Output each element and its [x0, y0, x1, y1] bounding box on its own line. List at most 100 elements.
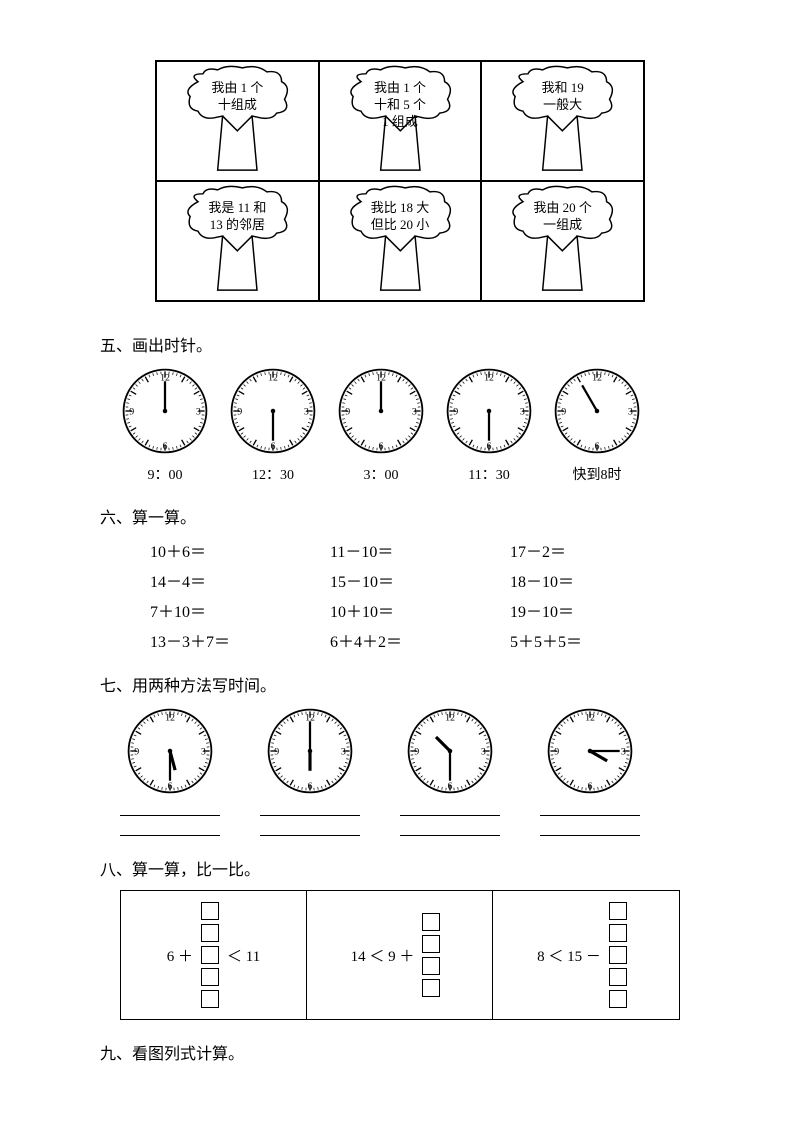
answer-line[interactable]: [260, 802, 360, 816]
svg-text:6: 6: [595, 441, 600, 452]
svg-text:3: 3: [304, 407, 309, 418]
clock-column: 12 3 6 9 3：00: [336, 366, 426, 484]
tree-label: 我由 1 个 十和 5 个 1 组成: [374, 80, 426, 131]
answer-box[interactable]: [422, 957, 440, 975]
answer-line[interactable]: [120, 822, 220, 836]
section-eight-title: 八、算一算，比一比。: [100, 856, 700, 880]
box-stack: [609, 902, 627, 1008]
clock-icon: 12 3 6 9: [444, 366, 534, 456]
clock-column: 12 3 6 9 9：00: [120, 366, 210, 484]
svg-text:9: 9: [129, 407, 134, 418]
answer-line[interactable]: [400, 822, 500, 836]
answer-box[interactable]: [201, 990, 219, 1008]
calc-expr: 19－10＝: [510, 598, 690, 622]
answer-box[interactable]: [201, 902, 219, 920]
compare-box: 6 ＋＜ 11 14 ＜ 9 ＋ 8 ＜ 15 －: [120, 890, 680, 1020]
svg-text:9: 9: [274, 747, 279, 758]
tree-cell: 我和 19 一般大: [481, 61, 644, 181]
answer-box[interactable]: [609, 968, 627, 986]
compare-cell: 8 ＜ 15 －: [493, 891, 679, 1019]
svg-text:3: 3: [520, 407, 525, 418]
tree-label: 我由 1 个 十组成: [211, 80, 263, 114]
svg-text:3: 3: [628, 407, 633, 418]
svg-text:6: 6: [448, 781, 453, 792]
svg-text:3: 3: [201, 747, 206, 758]
svg-text:3: 3: [341, 747, 346, 758]
expr-text: 6 ＋: [167, 945, 193, 966]
clock-label: 12：30: [252, 464, 294, 484]
tree-cell: 我由 20 个 一组成: [481, 181, 644, 301]
answer-line[interactable]: [120, 802, 220, 816]
compare-cell: 6 ＋＜ 11: [121, 891, 307, 1019]
svg-text:9: 9: [554, 747, 559, 758]
calc-expr: 5＋5＋5＝: [510, 628, 690, 652]
svg-text:6: 6: [588, 781, 593, 792]
svg-text:9: 9: [561, 407, 566, 418]
svg-text:3: 3: [481, 747, 486, 758]
svg-text:6: 6: [487, 441, 492, 452]
calc-grid: 10＋6＝11－10＝17－2＝14－4＝15－10＝18－10＝7＋10＝10…: [150, 538, 700, 652]
svg-text:9: 9: [345, 407, 350, 418]
answer-line[interactable]: [260, 822, 360, 836]
clock-label: 3：00: [364, 464, 399, 484]
section-five-title: 五、画出时针。: [100, 332, 700, 356]
calc-expr: 14－4＝: [150, 568, 330, 592]
clock-icon: 12 3 6 9: [405, 706, 495, 796]
answer-box[interactable]: [609, 902, 627, 920]
answer-line[interactable]: [540, 802, 640, 816]
clock-column: 12 3 6 9: [120, 706, 220, 836]
box-stack: [201, 902, 219, 1008]
clock-column: 12 3 6 9: [540, 706, 640, 836]
clock-row-5: 12 3 6 9 9：00 12 3 6 9 12：30 12 3 6 9 3：…: [120, 366, 700, 484]
answer-box[interactable]: [422, 979, 440, 997]
clock-column: 12 3 6 9: [260, 706, 360, 836]
clock-icon: 12 3 6 9: [545, 706, 635, 796]
clock-icon: 12 3 6 9: [265, 706, 355, 796]
svg-text:12: 12: [592, 372, 602, 383]
expr-text: 14 ＜ 9 ＋: [351, 945, 415, 966]
answer-box[interactable]: [201, 968, 219, 986]
calc-expr: 6＋4＋2＝: [330, 628, 510, 652]
clock-icon: 12 3 6 9: [228, 366, 318, 456]
svg-text:9: 9: [453, 407, 458, 418]
clock-label: 9：00: [148, 464, 183, 484]
clock-icon: 12 3 6 9: [125, 706, 215, 796]
answer-box[interactable]: [422, 935, 440, 953]
tree-label: 我由 20 个 一组成: [533, 200, 592, 234]
answer-box[interactable]: [609, 946, 627, 964]
answer-box[interactable]: [201, 924, 219, 942]
answer-line[interactable]: [400, 802, 500, 816]
svg-text:6: 6: [271, 441, 276, 452]
clock-icon: 12 3 6 9: [336, 366, 426, 456]
clock-column: 12 3 6 9: [400, 706, 500, 836]
calc-expr: 18－10＝: [510, 568, 690, 592]
answer-line[interactable]: [540, 822, 640, 836]
box-stack: [422, 913, 440, 997]
section-six-title: 六、算一算。: [100, 504, 700, 528]
tree-label: 我和 19 一般大: [542, 80, 584, 114]
svg-text:3: 3: [196, 407, 201, 418]
clock-column: 12 3 6 9 快到8时: [552, 366, 642, 484]
svg-text:12: 12: [585, 712, 595, 723]
svg-text:12: 12: [268, 372, 278, 383]
answer-box[interactable]: [422, 913, 440, 931]
tree-cell: 我由 1 个 十组成: [156, 61, 319, 181]
compare-cell: 14 ＜ 9 ＋: [307, 891, 493, 1019]
svg-text:12: 12: [484, 372, 494, 383]
tree-label: 我比 18 大 但比 20 小: [371, 200, 430, 234]
calc-expr: 10＋6＝: [150, 538, 330, 562]
answer-box[interactable]: [609, 924, 627, 942]
svg-text:9: 9: [414, 747, 419, 758]
calc-expr: 15－10＝: [330, 568, 510, 592]
calc-expr: 17－2＝: [510, 538, 690, 562]
svg-text:6: 6: [168, 781, 173, 792]
tree-cell: 我由 1 个 十和 5 个 1 组成: [319, 61, 482, 181]
answer-box[interactable]: [609, 990, 627, 1008]
svg-text:6: 6: [379, 441, 384, 452]
tree-label: 我是 11 和 13 的邻居: [208, 200, 266, 234]
svg-text:9: 9: [134, 747, 139, 758]
tree-cell: 我是 11 和 13 的邻居: [156, 181, 319, 301]
clock-label: 快到8时: [573, 464, 622, 484]
answer-box[interactable]: [201, 946, 219, 964]
clock-row-7: 12 3 6 9 12 3 6 9 12 3 6 9 12 3 6 9: [120, 706, 700, 836]
